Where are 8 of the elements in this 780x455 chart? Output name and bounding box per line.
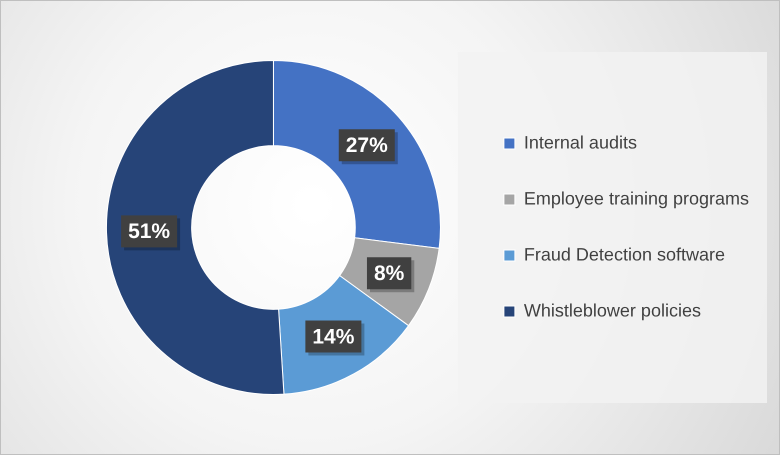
data-label: 14% xyxy=(312,325,355,348)
legend-label: Fraud Detection software xyxy=(524,244,725,264)
data-label: 8% xyxy=(374,262,405,286)
data-label: 27% xyxy=(346,134,388,158)
legend-label: Internal audits xyxy=(524,132,637,152)
legend-label: Employee training programs xyxy=(524,188,750,208)
data-label: 51% xyxy=(128,220,170,244)
legend-label: Whistleblower policies xyxy=(524,300,701,320)
